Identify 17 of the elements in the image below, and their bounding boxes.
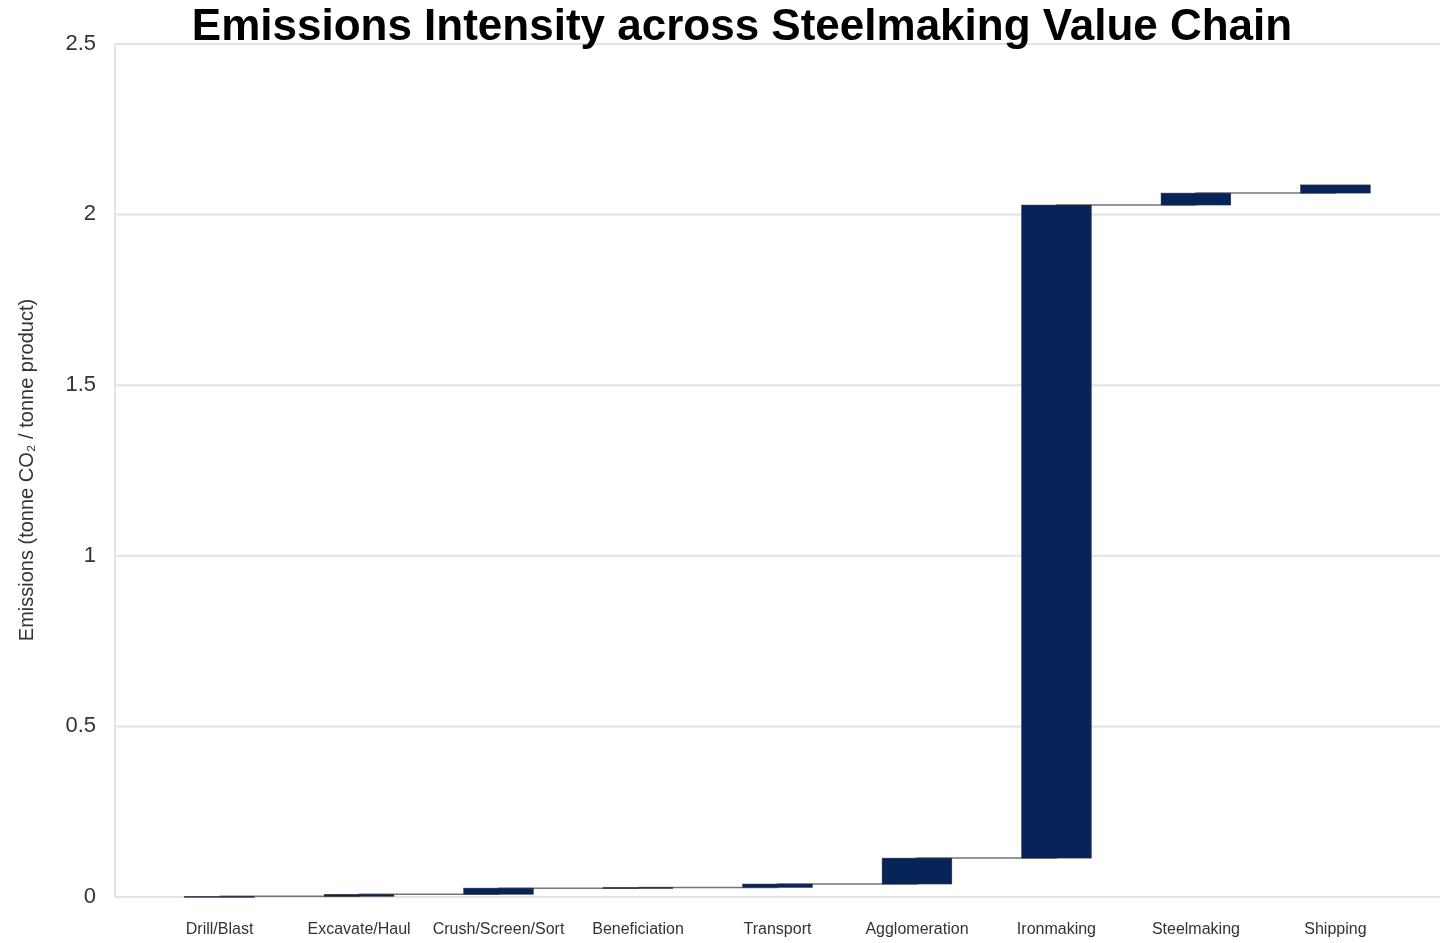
- y-tick-label: 2: [83, 200, 96, 226]
- y-tick-label: 0: [83, 882, 96, 908]
- x-tick-label: Agglomeration: [865, 920, 969, 938]
- y-axis-title: Emissions (tonne CO₂ / tonne product): [15, 298, 38, 642]
- y-tick-label: 1.5: [65, 371, 96, 397]
- x-tick-label: Beneficiation: [592, 920, 684, 938]
- x-tick-label: Steelmaking: [1151, 920, 1240, 938]
- x-tick-label: Drill/Blast: [185, 920, 254, 938]
- y-tick-label: 1: [83, 541, 96, 567]
- chart-title: Emissions Intensity across Steelmaking Value Chain: [191, 0, 1293, 49]
- y-tick-label: 0.5: [65, 712, 96, 738]
- x-tick-label: Transport: [743, 920, 812, 938]
- x-tick-label: Shipping: [1304, 920, 1367, 938]
- y-tick-label: 2.5: [65, 29, 96, 55]
- x-tick-label: Excavate/Haul: [307, 920, 411, 938]
- x-tick-label: Crush/Screen/Sort: [432, 920, 565, 938]
- x-tick-label: Ironmaking: [1016, 920, 1097, 938]
